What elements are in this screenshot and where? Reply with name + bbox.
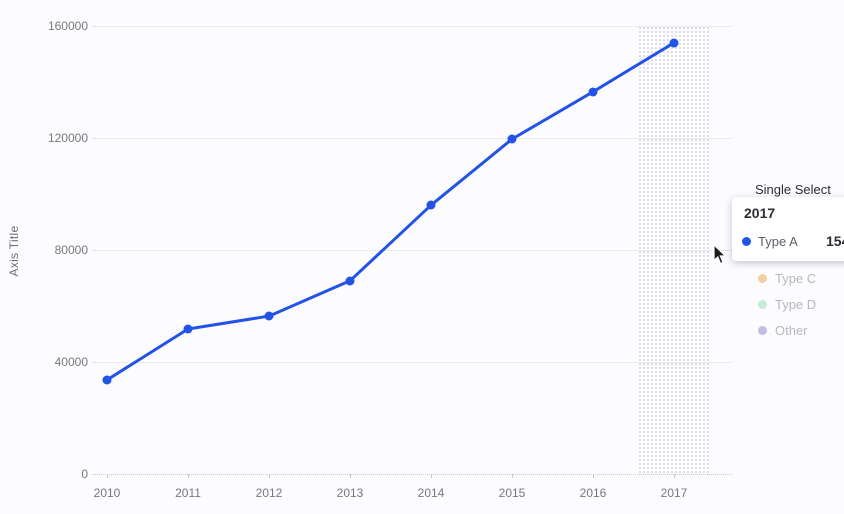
data-point-2014[interactable]	[426, 200, 436, 210]
y-tick-label: 120000	[47, 131, 88, 145]
chart-tooltip: 2017 Type A 154	[732, 197, 844, 261]
y-tick-label: 80000	[54, 243, 88, 257]
legend-item-other[interactable]: Other	[758, 317, 816, 343]
x-tick-label: 2016	[579, 486, 607, 500]
legend-item-label: Other	[775, 322, 808, 338]
data-point-2015[interactable]	[507, 134, 517, 144]
x-tick-label: 2013	[336, 486, 364, 500]
x-tick-mark	[269, 474, 270, 478]
x-tick-label: 2010	[93, 486, 121, 500]
tooltip-series-value: 154	[826, 233, 844, 249]
x-tick-label: 2012	[255, 486, 283, 500]
data-point-2011[interactable]	[183, 324, 193, 334]
y-tick-label: 40000	[54, 355, 88, 369]
gridline	[92, 138, 732, 139]
x-tick-mark	[593, 474, 594, 478]
legend-item-type-d[interactable]: Type D	[758, 291, 816, 317]
legend-disabled-list: Type C Type D Other	[758, 265, 816, 343]
tooltip-series-label: Type A	[758, 234, 798, 249]
legend-color-dot	[758, 273, 767, 283]
x-tick-mark	[431, 474, 432, 478]
x-tick-mark	[350, 474, 351, 478]
hover-highlight-band	[638, 26, 710, 474]
x-tick-label: 2017	[660, 486, 688, 500]
data-point-2017[interactable]	[669, 38, 679, 48]
legend-item-label: Type D	[775, 296, 817, 312]
legend-item-label: Type C	[775, 270, 817, 286]
legend-color-dot	[758, 325, 767, 335]
gridline	[92, 26, 732, 27]
gridline	[92, 362, 732, 363]
x-tick-mark	[107, 474, 108, 478]
x-tick-label: 2011	[175, 486, 201, 500]
x-tick-label: 2015	[498, 486, 526, 500]
data-point-2016[interactable]	[588, 87, 598, 97]
x-tick-label: 2014	[417, 486, 445, 500]
x-tick-mark	[188, 474, 189, 478]
series-color-dot	[742, 237, 751, 246]
y-tick-label: 160000	[47, 19, 88, 33]
x-axis-baseline	[92, 474, 732, 475]
x-tick-mark	[512, 474, 513, 478]
legend-item-type-c[interactable]: Type C	[758, 265, 816, 291]
legend-color-dot	[758, 299, 767, 309]
gridline	[92, 250, 732, 251]
data-point-2010[interactable]	[102, 375, 112, 385]
y-tick-label: 0	[81, 467, 88, 481]
tooltip-row: Type A 154	[732, 233, 844, 251]
tooltip-title: 2017	[744, 205, 776, 221]
single-select-label: Single Select	[755, 182, 831, 197]
data-point-2012[interactable]	[264, 311, 274, 321]
data-point-2013[interactable]	[345, 276, 355, 286]
x-tick-mark	[674, 474, 675, 478]
